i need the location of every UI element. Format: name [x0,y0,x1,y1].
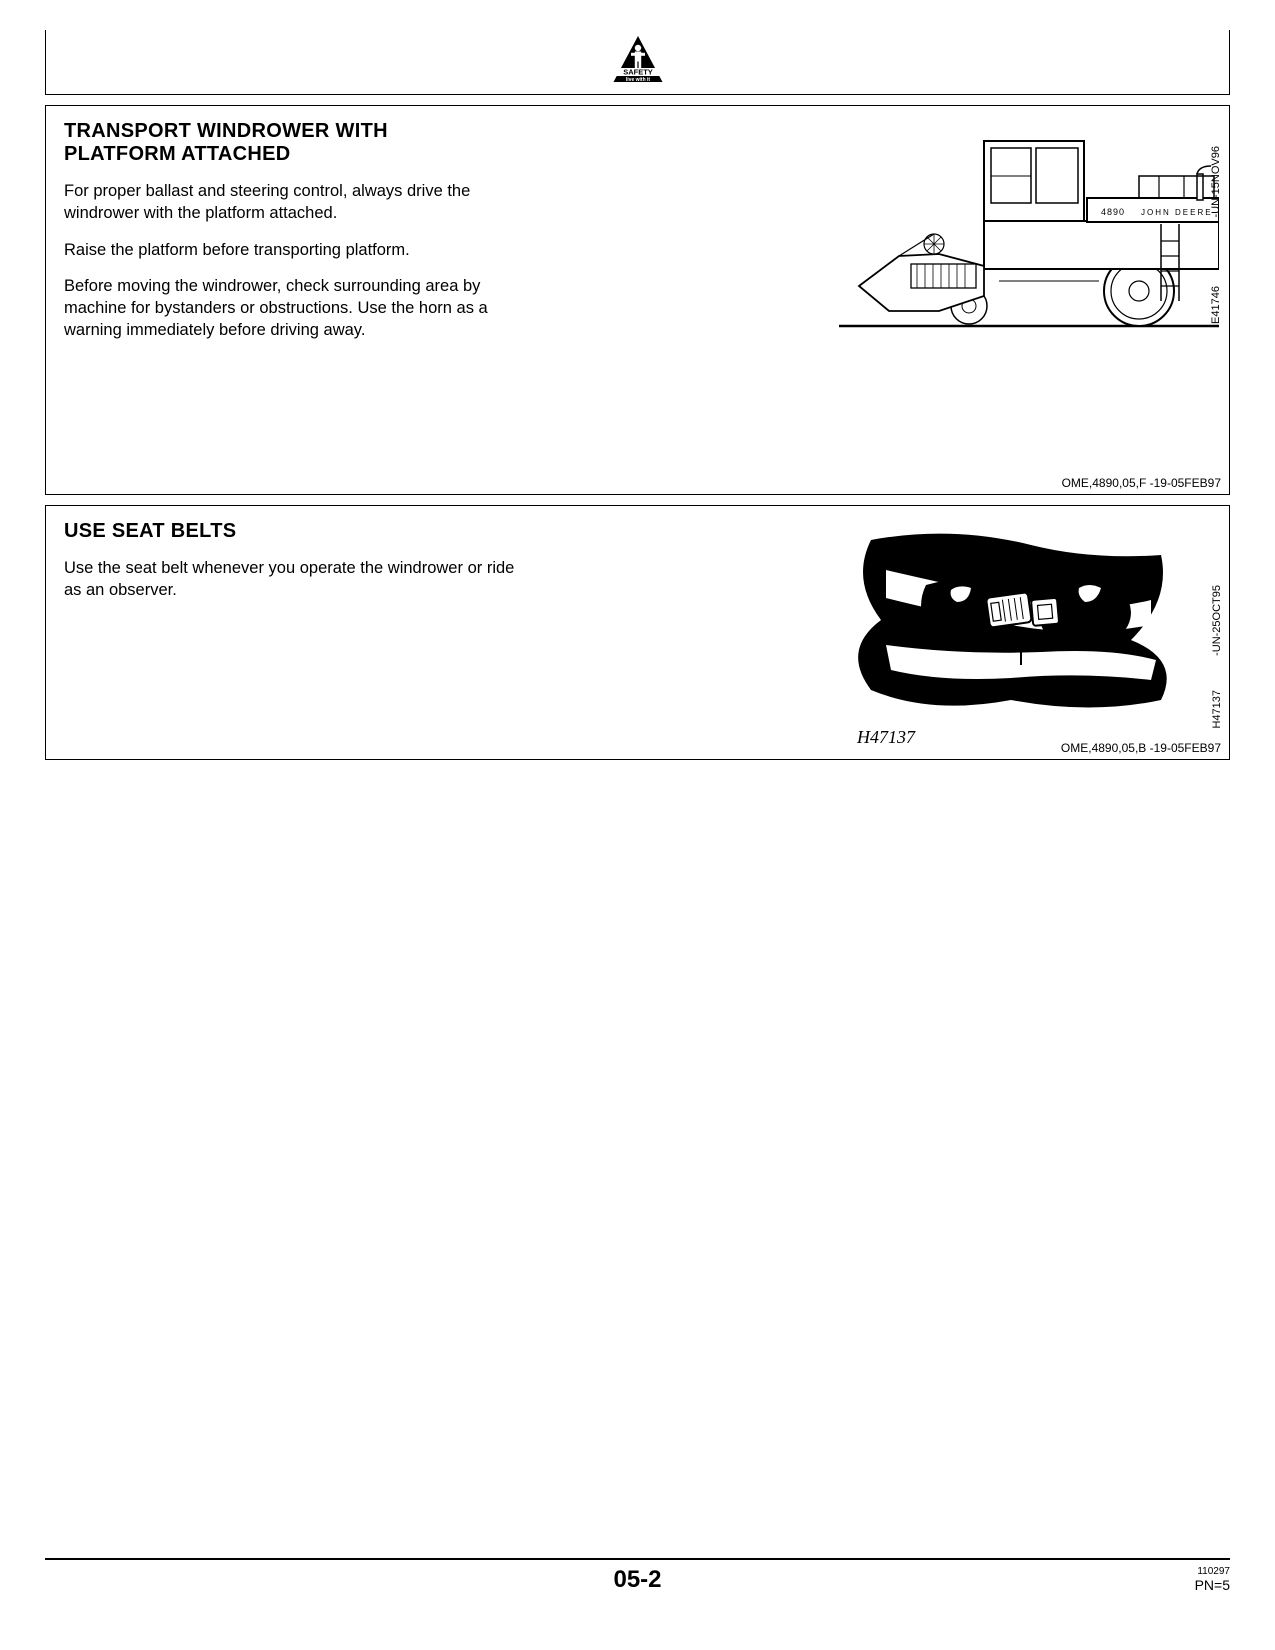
section-use-seat-belts: USE SEAT BELTS Use the seat belt wheneve… [45,505,1230,760]
page-number: 05-2 [613,1566,661,1594]
page-footer-right: 110297 PN=5 [1195,1566,1230,1593]
brand-label: JOHN DEERE [1141,208,1213,217]
illus-1-side-bottom: E41746 [1210,286,1222,324]
section-1-para-2: Raise the platform before transporting p… [64,239,534,261]
safety-badge-icon: SAFETY live with it [610,34,665,89]
page-footer: 05-2 110297 PN=5 [45,1558,1230,1608]
section-1-para-1: For proper ballast and steering control,… [64,180,534,225]
illus-1-side-top: -UN-15NOV96 [1210,146,1222,218]
illus-2-side-top: -UN-25OCT95 [1211,585,1223,656]
section-2-para-1: Use the seat belt whenever you operate t… [64,557,534,602]
section-2-footer-ref: OME,4890,05,B -19-05FEB97 [1061,741,1221,755]
seatbelt-illustration: H47137 -UN-25OCT95 H47137 [831,530,1201,748]
section-1-footer-ref: OME,4890,05,F -19-05FEB97 [1062,476,1221,490]
section-2-title: USE SEAT BELTS [64,520,474,543]
illus-2-side-bottom: H47137 [1211,690,1223,729]
safety-text: SAFETY [623,68,653,77]
section-1-title: TRANSPORT WINDROWER WITH PLATFORM ATTACH… [64,120,474,166]
safety-subtext: live with it [625,77,650,83]
footer-pn: PN=5 [1195,1577,1230,1593]
section-transport-windrower: TRANSPORT WINDROWER WITH PLATFORM ATTACH… [45,105,1230,495]
page-header: SAFETY live with it [45,30,1230,95]
section-1-para-3: Before moving the windrower, check surro… [64,275,534,342]
model-label: 4890 [1101,207,1125,217]
windrower-illustration: 4890 JOHN DEERE [839,116,1219,351]
footer-date-code: 110297 [1195,1566,1230,1577]
